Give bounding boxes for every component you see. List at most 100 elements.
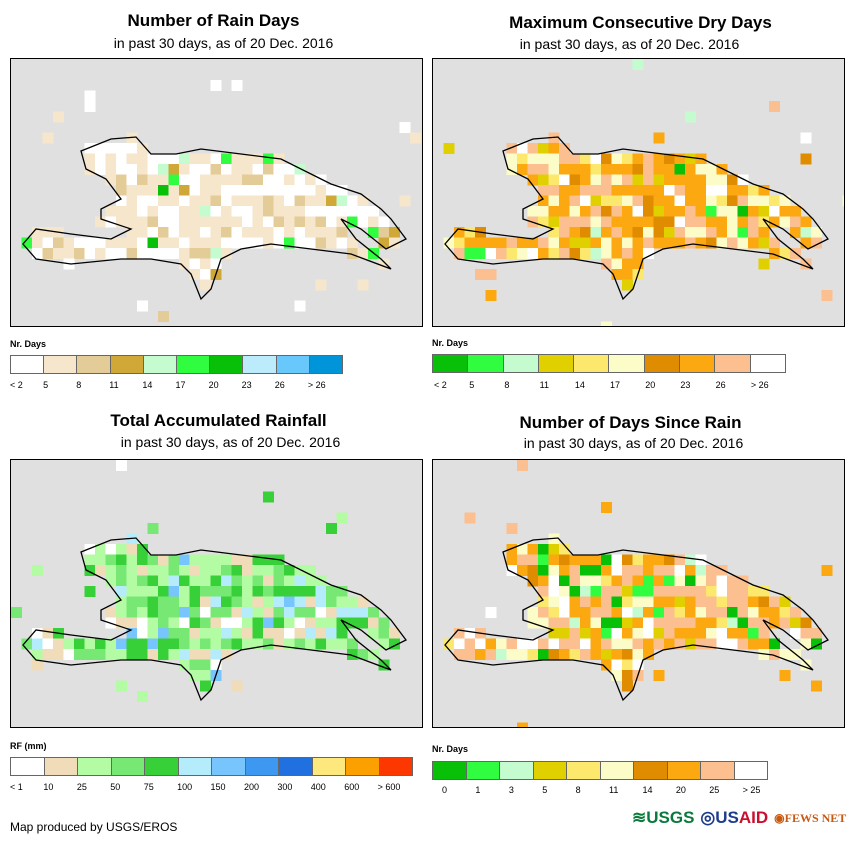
grid-cell — [695, 185, 707, 196]
map-days-since-rain[interactable] — [432, 459, 845, 728]
grid-cell — [221, 153, 232, 165]
grid-cell — [580, 153, 591, 165]
grid-cell — [611, 269, 623, 280]
grid-cell — [569, 153, 581, 165]
grid-cell — [305, 617, 316, 629]
grid-cell — [695, 596, 707, 608]
legend-swatch — [78, 758, 112, 775]
grid-cell — [389, 237, 400, 249]
grid-cell — [137, 143, 148, 154]
grid-cell — [632, 227, 644, 238]
grid-cell — [716, 596, 728, 608]
grid-cell — [189, 164, 201, 175]
grid-cell — [601, 237, 612, 249]
grid-cell — [548, 185, 560, 196]
grid-cell — [263, 185, 274, 196]
grid-cell — [368, 227, 379, 238]
grid-cell — [116, 607, 127, 618]
grid-cell — [231, 216, 243, 228]
grid-cell — [632, 596, 644, 608]
grid-cell — [147, 628, 159, 639]
grid-cell — [95, 237, 106, 249]
grid-cell — [580, 596, 591, 608]
grid-cell — [105, 554, 117, 566]
grid-cell — [548, 617, 560, 629]
grid-cell — [779, 195, 791, 207]
map-dry-days[interactable] — [432, 58, 845, 327]
grid-cell — [685, 565, 696, 576]
grid-cell — [643, 248, 654, 259]
grid-cell — [653, 565, 665, 576]
grid-cell — [590, 164, 602, 175]
grid-cell — [168, 237, 180, 249]
grid-cell — [158, 575, 169, 587]
grid-cell — [200, 586, 211, 597]
grid-cell — [84, 101, 96, 112]
grid-cell — [179, 185, 190, 196]
grid-cell — [126, 143, 138, 154]
legend-swatch — [644, 355, 681, 372]
grid-cell — [273, 237, 285, 249]
grid-cell — [242, 638, 253, 650]
grid-cell — [517, 460, 528, 471]
grid-cell — [527, 554, 539, 566]
grid-cell — [800, 216, 812, 228]
grid-cell — [305, 206, 316, 217]
legend-label: 11 — [609, 785, 619, 795]
grid-cell — [674, 195, 686, 207]
grid-cell — [336, 227, 348, 238]
grid-cell — [559, 575, 570, 587]
grid-cell — [643, 628, 654, 639]
grid-cell — [559, 174, 570, 186]
grid-cell — [231, 174, 243, 186]
grid-cell — [748, 596, 759, 608]
grid-cell — [189, 195, 201, 207]
grid-cell — [357, 596, 369, 608]
grid-cell — [727, 195, 738, 207]
grid-cell — [727, 227, 738, 238]
grid-cell — [769, 607, 780, 618]
grid-cell — [137, 248, 148, 259]
grid-cell — [126, 638, 138, 650]
grid-cell — [347, 216, 358, 228]
grid-cell — [116, 649, 127, 660]
grid-cell — [231, 607, 243, 618]
grid-cell — [347, 237, 358, 249]
grid-cell — [737, 628, 749, 639]
grid-cell — [653, 607, 665, 618]
legend-swatch — [111, 758, 145, 775]
legend-swatch — [177, 356, 211, 373]
grid-cell — [737, 185, 749, 196]
legend-swatch — [600, 762, 634, 779]
grid-cell — [601, 617, 612, 629]
grid-cell — [685, 596, 696, 608]
grid-cell — [147, 554, 159, 566]
map-rain-days[interactable] — [10, 58, 423, 327]
grid-cell — [821, 565, 833, 576]
grid-cell — [779, 248, 791, 259]
grid-cell — [336, 586, 348, 597]
grid-cell — [601, 216, 612, 228]
legend-label: > 26 — [307, 380, 326, 390]
grid-cell — [179, 227, 190, 238]
grid-cell — [32, 248, 43, 259]
grid-cell — [294, 596, 306, 608]
grid-cell — [601, 206, 612, 217]
legend-label: 20 — [675, 785, 686, 795]
grid-cell — [158, 554, 169, 566]
grid-cell — [548, 206, 560, 217]
grid-cell — [517, 153, 528, 165]
panel-subtitle: in past 30 days, as of 20 Dec. 2016 — [519, 36, 740, 52]
grid-cell — [611, 596, 623, 608]
grid-cell — [538, 143, 549, 154]
grid-cell — [231, 565, 243, 576]
grid-cell — [590, 649, 602, 660]
grid-cell — [294, 628, 306, 639]
grid-cell — [210, 554, 222, 566]
grid-cell — [727, 607, 738, 618]
legend-label: 300 — [277, 782, 293, 792]
grid-cell — [685, 638, 696, 650]
grid-cell — [179, 638, 190, 650]
grid-cell — [674, 617, 686, 629]
map-rainfall[interactable] — [10, 459, 423, 728]
